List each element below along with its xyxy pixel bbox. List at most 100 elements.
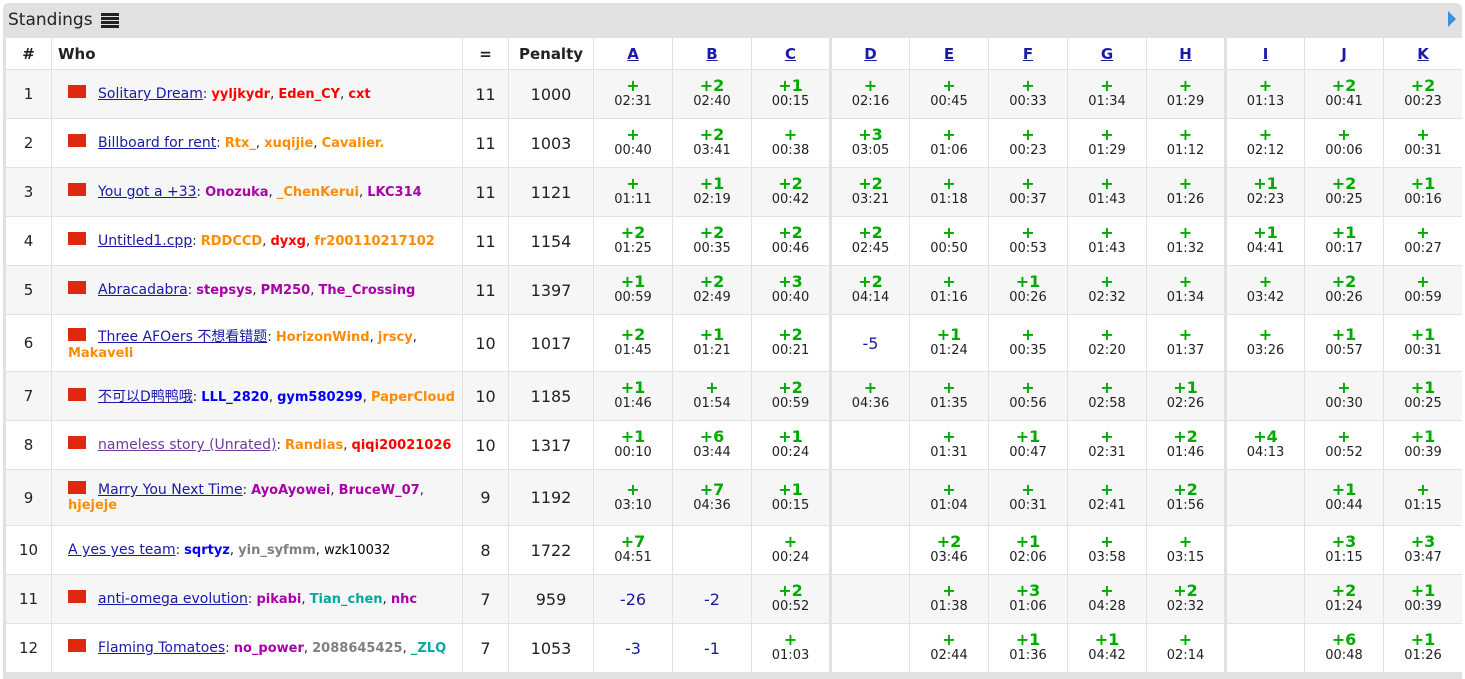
result-cell-j[interactable]: +1 00:44 (1304, 469, 1384, 526)
result-cell-c[interactable]: +2 00:46 (751, 216, 832, 266)
result-cell-a[interactable]: +02:31 (593, 69, 673, 119)
result-cell-f[interactable]: +00:31 (988, 469, 1068, 526)
problem-header-e[interactable]: E (909, 37, 989, 70)
result-cell-e[interactable]: +01:04 (909, 469, 989, 526)
team-link[interactable]: Billboard for rent (98, 135, 217, 151)
result-cell-b[interactable]: +2 02:49 (672, 265, 752, 315)
result-cell-a[interactable]: +7 04:51 (593, 525, 673, 575)
problem-link[interactable]: I (1262, 44, 1269, 63)
result-cell-i[interactable]: +01:13 (1225, 69, 1305, 119)
result-cell-f[interactable]: +3 01:06 (988, 574, 1068, 624)
result-cell-g[interactable]: +03:58 (1067, 525, 1147, 575)
result-cell-f[interactable]: +00:37 (988, 167, 1068, 217)
problem-link[interactable]: B (706, 44, 718, 63)
result-cell-b[interactable]: +7 04:36 (672, 469, 752, 526)
result-cell-a[interactable]: +1 01:46 (593, 371, 673, 421)
team-link[interactable]: Solitary Dream (98, 86, 203, 102)
result-cell-d[interactable]: +2 03:21 (830, 167, 910, 217)
member-link[interactable]: Rtx_ (224, 136, 256, 151)
team-link[interactable]: Untitled1.cpp (98, 233, 193, 249)
result-cell-c[interactable]: +3 00:40 (751, 265, 832, 315)
result-cell-j[interactable]: +1 00:17 (1304, 216, 1384, 266)
member-link[interactable]: PaperCloud (370, 390, 455, 405)
result-cell-e[interactable]: +01:16 (909, 265, 989, 315)
result-cell-j[interactable]: +00:06 (1304, 118, 1384, 168)
result-cell-h[interactable]: +01:34 (1146, 265, 1227, 315)
team-link[interactable]: Flaming Tomatoes (98, 640, 226, 656)
result-cell-j[interactable]: +00:30 (1304, 371, 1384, 421)
result-cell-g[interactable]: +01:34 (1067, 69, 1147, 119)
member-link[interactable]: Eden_CY (278, 87, 341, 102)
problem-link[interactable]: H (1179, 44, 1192, 63)
result-cell-h[interactable]: +2 01:56 (1146, 469, 1227, 526)
problem-link[interactable]: J (1341, 44, 1347, 63)
result-cell-a[interactable]: +2 01:45 (593, 314, 673, 372)
member-link[interactable]: The_Crossing (318, 283, 416, 298)
problem-header-c[interactable]: C (751, 37, 832, 70)
problem-link[interactable]: D (864, 44, 877, 63)
result-cell-b[interactable]: +01:54 (672, 371, 752, 421)
result-cell-b[interactable]: +2 02:40 (672, 69, 752, 119)
team-link[interactable]: anti-omega evolution (98, 591, 248, 607)
expand-arrow-icon[interactable] (1448, 11, 1456, 27)
result-cell-b[interactable]: -2 (672, 574, 752, 624)
result-cell-f[interactable]: +1 00:26 (988, 265, 1068, 315)
result-cell-g[interactable]: +02:41 (1067, 469, 1147, 526)
result-cell-k[interactable]: +3 03:47 (1383, 525, 1462, 575)
member-link[interactable]: yyljkydr (211, 87, 271, 102)
result-cell-e[interactable]: +01:18 (909, 167, 989, 217)
team-link[interactable]: You got a +33 (98, 184, 197, 200)
result-cell-g[interactable]: +02:58 (1067, 371, 1147, 421)
member-link[interactable]: gym580299 (277, 390, 363, 405)
result-cell-a[interactable]: +1 00:59 (593, 265, 673, 315)
result-cell-i[interactable]: +03:42 (1225, 265, 1305, 315)
team-link[interactable]: A yes yes team (68, 542, 176, 558)
result-cell-g[interactable]: +02:31 (1067, 420, 1147, 470)
team-link[interactable]: Marry You Next Time (98, 482, 243, 498)
result-cell-c[interactable]: +1 00:24 (751, 420, 832, 470)
result-cell-c[interactable]: +2 00:42 (751, 167, 832, 217)
result-cell-j[interactable]: +2 01:24 (1304, 574, 1384, 624)
result-cell-e[interactable]: +01:31 (909, 420, 989, 470)
result-cell-g[interactable]: +02:32 (1067, 265, 1147, 315)
member-link[interactable]: 2088645425 (312, 641, 403, 656)
result-cell-h[interactable]: +01:37 (1146, 314, 1227, 372)
result-cell-f[interactable]: +1 01:36 (988, 623, 1068, 673)
problem-header-i[interactable]: I (1225, 37, 1305, 70)
result-cell-e[interactable]: +01:38 (909, 574, 989, 624)
result-cell-e[interactable]: +1 01:24 (909, 314, 989, 372)
team-link[interactable]: Abracadabra (98, 282, 188, 298)
problem-link[interactable]: E (943, 44, 955, 63)
result-cell-g[interactable]: +1 04:42 (1067, 623, 1147, 673)
problem-link[interactable]: K (1417, 44, 1429, 63)
result-cell-c[interactable]: +01:03 (751, 623, 832, 673)
result-cell-d[interactable]: +04:36 (830, 371, 910, 421)
result-cell-h[interactable]: +01:29 (1146, 69, 1227, 119)
result-cell-a[interactable]: +1 00:10 (593, 420, 673, 470)
member-link[interactable]: PM250 (260, 283, 311, 298)
result-cell-i[interactable]: +1 02:23 (1225, 167, 1305, 217)
result-cell-j[interactable]: +00:52 (1304, 420, 1384, 470)
member-link[interactable]: wzk10032 (324, 543, 391, 558)
result-cell-j[interactable]: +1 00:57 (1304, 314, 1384, 372)
result-cell-k[interactable]: +1 00:39 (1383, 574, 1462, 624)
member-link[interactable]: BruceW_07 (338, 483, 420, 498)
member-link[interactable]: fr200110217102 (314, 234, 435, 249)
member-link[interactable]: LKC314 (367, 185, 422, 200)
result-cell-a[interactable]: +2 01:25 (593, 216, 673, 266)
result-cell-a[interactable]: -3 (593, 623, 673, 673)
result-cell-b[interactable]: +1 02:19 (672, 167, 752, 217)
result-cell-c[interactable]: +1 00:15 (751, 69, 832, 119)
member-link[interactable]: sqrtyz (184, 543, 230, 558)
result-cell-j[interactable]: +2 00:41 (1304, 69, 1384, 119)
member-link[interactable]: no_power (233, 641, 304, 656)
result-cell-c[interactable]: +00:38 (751, 118, 832, 168)
problem-header-b[interactable]: B (672, 37, 752, 70)
result-cell-d[interactable]: +02:16 (830, 69, 910, 119)
result-cell-g[interactable]: +02:20 (1067, 314, 1147, 372)
result-cell-h[interactable]: +2 01:46 (1146, 420, 1227, 470)
member-link[interactable]: pikabi (256, 592, 302, 607)
result-cell-i[interactable]: +4 04:13 (1225, 420, 1305, 470)
result-cell-h[interactable]: +01:12 (1146, 118, 1227, 168)
team-link[interactable]: 不可以D鸭鸭哦 (98, 389, 193, 405)
